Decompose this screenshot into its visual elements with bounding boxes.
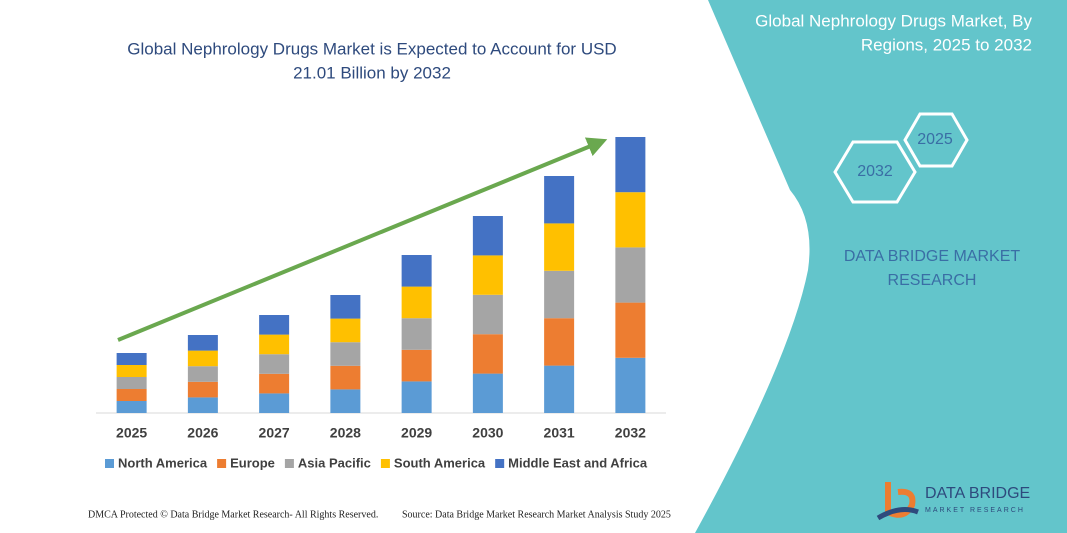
bar-segment <box>116 389 147 401</box>
bar-segment <box>401 318 432 350</box>
bar-segment <box>544 223 575 271</box>
hex-label: 2025 <box>917 131 953 148</box>
bar-segment <box>187 350 218 367</box>
legend-label: Asia Pacific <box>298 455 371 470</box>
bar-segment <box>259 393 290 413</box>
x-tick-label: 2025 <box>116 425 147 441</box>
x-tick-label: 2030 <box>472 425 503 441</box>
bar-segment <box>615 247 646 303</box>
bar-segment <box>401 349 432 382</box>
x-tick-label: 2029 <box>401 425 432 441</box>
legend-swatch <box>284 459 294 468</box>
bar-segment <box>187 381 218 398</box>
panel-title: Global Nephrology Drugs Market, By <box>755 11 1032 30</box>
logo-icon <box>876 507 919 521</box>
x-tick-label: 2028 <box>330 425 361 441</box>
bar-segment <box>330 318 361 343</box>
bar-segment <box>472 255 503 295</box>
bar-segment <box>401 381 432 413</box>
bar-segment <box>116 377 147 389</box>
brand-text: RESEARCH <box>888 272 977 289</box>
legend-label: North America <box>118 455 208 470</box>
bar-segment <box>544 270 575 319</box>
legend-swatch <box>495 459 505 468</box>
legend-label: South America <box>394 455 486 470</box>
hexagon <box>833 140 917 204</box>
legend-label: Middle East and Africa <box>508 455 648 470</box>
legend-swatch <box>105 459 114 468</box>
legend-swatch <box>380 459 390 468</box>
bar-segment <box>615 137 646 193</box>
bar-segment <box>615 192 646 248</box>
chart-title: Global Nephrology Drugs Market is Expect… <box>127 39 616 58</box>
bar-segment <box>259 373 290 394</box>
bar-segment <box>544 318 575 366</box>
legend-swatch <box>217 459 227 468</box>
hexagon <box>903 112 969 168</box>
logo-tagline: MARKET RESEARCH <box>925 507 1025 514</box>
bar-segment <box>401 286 432 319</box>
brand-text: DATA BRIDGE MARKET <box>844 248 1021 265</box>
bar-segment <box>472 334 503 374</box>
bar-segment <box>472 373 503 413</box>
bar-segment <box>116 353 147 365</box>
legend-label: Europe <box>230 455 275 470</box>
bar-segment <box>187 397 218 413</box>
bar-segment <box>330 389 361 413</box>
footer-right: Source: Data Bridge Market Research Mark… <box>402 509 671 520</box>
footer-left: DMCA Protected © Data Bridge Market Rese… <box>88 509 378 520</box>
bar-segment <box>472 294 503 335</box>
x-tick-label: 2026 <box>187 425 218 441</box>
bar-segment <box>615 302 646 358</box>
x-tick-label: 2027 <box>259 425 290 441</box>
hex-label: 2032 <box>857 163 893 180</box>
chart-title: 21.01 Billion by 2032 <box>293 63 451 82</box>
bar-segment <box>330 365 361 390</box>
bar-segment <box>259 354 290 374</box>
bar-segment <box>116 365 147 377</box>
bar-segment <box>472 216 503 256</box>
x-tick-label: 2032 <box>615 425 646 441</box>
bar-segment <box>187 335 218 351</box>
side-panel <box>695 0 1067 533</box>
panel-title: Regions, 2025 to 2032 <box>861 35 1032 54</box>
bar-segment <box>401 255 432 287</box>
x-tick-label: 2031 <box>544 425 575 441</box>
bar-segment <box>330 295 361 319</box>
logo-name: DATA BRIDGE <box>925 485 1030 502</box>
bar-segment <box>615 357 646 413</box>
logo-icon <box>885 482 916 518</box>
bar-segment <box>187 366 218 382</box>
bar-segment <box>116 401 147 413</box>
bar-segment <box>330 342 361 366</box>
bar-segment <box>259 334 290 355</box>
growth-arrow <box>117 137 608 342</box>
bar-segment <box>259 315 290 335</box>
bar-segment <box>544 365 575 413</box>
bar-segment <box>544 176 575 224</box>
